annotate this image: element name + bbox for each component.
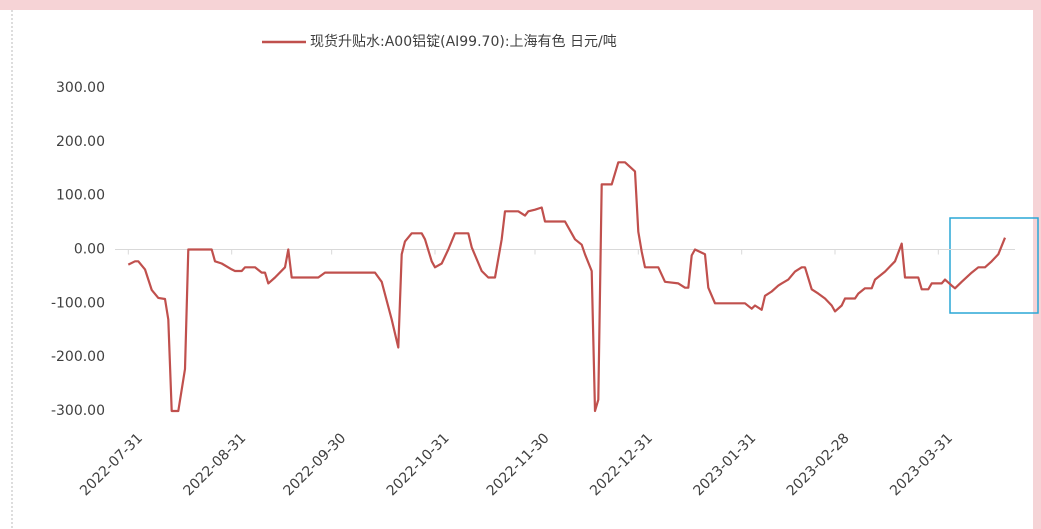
- y-tick-label: -200.00: [51, 349, 105, 365]
- x-tick-label: 2023-01-31: [690, 430, 759, 499]
- y-tick-label: 0.00: [74, 242, 105, 258]
- highlight-box: [949, 217, 1039, 314]
- x-tick-label: 2022-12-31: [587, 430, 656, 499]
- y-tick-label: 300.00: [56, 80, 105, 96]
- y-tick-label: 100.00: [56, 188, 105, 204]
- top-band: [0, 0, 1041, 10]
- x-tick-label: 2022-09-30: [280, 430, 349, 499]
- y-tick-label: -100.00: [51, 295, 105, 311]
- y-tick-label: 200.00: [56, 134, 105, 150]
- x-tick-label: 2023-02-28: [784, 430, 853, 499]
- legend-label: 现货升贴水:A00铝锭(AI99.70):上海有色 日元/吨: [310, 33, 617, 50]
- right-band: [1033, 0, 1041, 529]
- y-tick-label: -300.00: [51, 403, 105, 419]
- x-tick-label: 2022-08-31: [180, 430, 249, 499]
- x-tick-label: 2022-10-31: [384, 430, 453, 499]
- x-tick-label: 2022-11-30: [484, 430, 553, 499]
- series-line: [127, 161, 1007, 413]
- x-tick-label: 2022-07-31: [77, 430, 146, 499]
- x-tick-label: 2023-03-31: [887, 430, 956, 499]
